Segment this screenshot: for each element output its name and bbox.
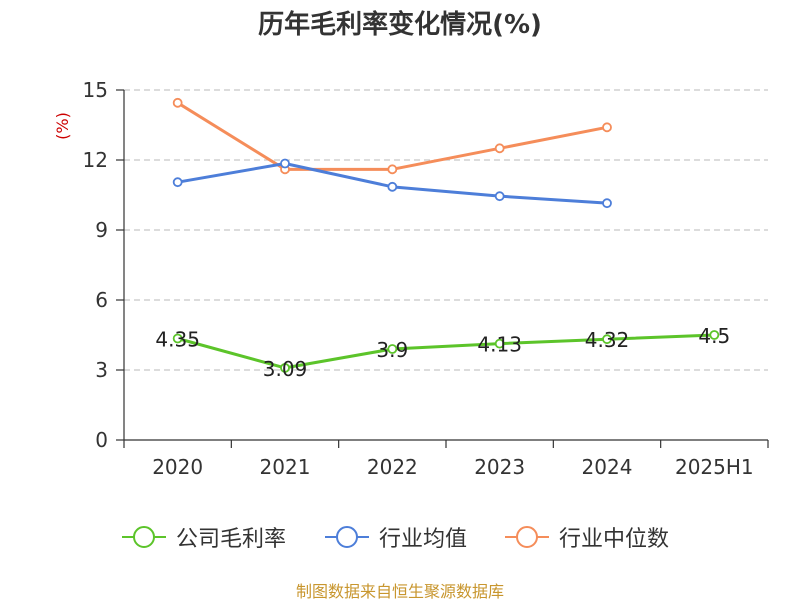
data-point bbox=[602, 122, 612, 133]
data-point bbox=[172, 97, 183, 108]
data-label: 4.5 bbox=[698, 324, 730, 348]
y-tick-label: 15 bbox=[83, 78, 108, 102]
legend-item-industry-mean[interactable]: 行业均值 bbox=[323, 520, 467, 554]
y-tick-label: 6 bbox=[95, 288, 108, 312]
axes: 0 3 6 9 12 15 (%) 2020 2021 2022 2023 2024 2025H1 bbox=[53, 78, 769, 479]
grid-lines bbox=[124, 89, 768, 371]
series-line bbox=[176, 101, 608, 171]
chart-title: 历年毛利率变化情况(%) bbox=[258, 10, 542, 40]
data-point bbox=[387, 344, 398, 354]
legend-label: 行业均值 bbox=[379, 527, 468, 552]
x-tick-label: 2025H1 bbox=[675, 455, 754, 479]
data-label: 4.35 bbox=[155, 328, 200, 352]
data-labels: 4.35 3.09 3.9 4.13 4.32 4.5 bbox=[155, 324, 730, 381]
x-tick-label: 2023 bbox=[474, 455, 525, 479]
x-tick-label: 2020 bbox=[152, 455, 203, 479]
y-tick-label: 0 bbox=[95, 428, 108, 452]
data-point bbox=[494, 143, 505, 154]
x-tick-label: 2024 bbox=[582, 455, 633, 479]
y-tick-label: 12 bbox=[83, 148, 108, 172]
x-tick-label: 2022 bbox=[367, 455, 418, 479]
series-lines bbox=[172, 97, 720, 373]
data-point bbox=[602, 198, 612, 209]
data-point bbox=[172, 333, 183, 344]
legend-marker-icon bbox=[505, 526, 549, 548]
data-label: 4.32 bbox=[585, 328, 630, 352]
x-tick-label: 2021 bbox=[260, 455, 311, 479]
data-point bbox=[280, 362, 290, 373]
data-point bbox=[387, 181, 398, 192]
data-label: 4.13 bbox=[477, 333, 522, 357]
data-point bbox=[280, 158, 290, 169]
data-point bbox=[709, 330, 720, 340]
data-point bbox=[387, 164, 398, 175]
legend-item-company-margin[interactable]: 公司毛利率 bbox=[120, 520, 286, 554]
legend-marker-icon bbox=[122, 526, 166, 548]
series-line bbox=[177, 333, 715, 370]
data-label: 3.09 bbox=[263, 357, 308, 381]
data-point bbox=[494, 338, 505, 349]
legend-label: 行业中位数 bbox=[559, 527, 670, 552]
legend-marker-icon bbox=[325, 526, 369, 548]
y-axis-label: (%) bbox=[53, 112, 72, 140]
data-point bbox=[494, 191, 505, 202]
legend-label: 公司毛利率 bbox=[176, 527, 287, 552]
data-point bbox=[172, 177, 183, 188]
source-note: 制图数据来自恒生聚源数据库 bbox=[295, 582, 504, 601]
data-point bbox=[602, 334, 612, 345]
legend-item-industry-median[interactable]: 行业中位数 bbox=[503, 520, 669, 554]
data-label: 3.9 bbox=[376, 338, 408, 362]
y-tick-label: 9 bbox=[95, 218, 108, 242]
y-tick-label: 3 bbox=[95, 358, 108, 382]
